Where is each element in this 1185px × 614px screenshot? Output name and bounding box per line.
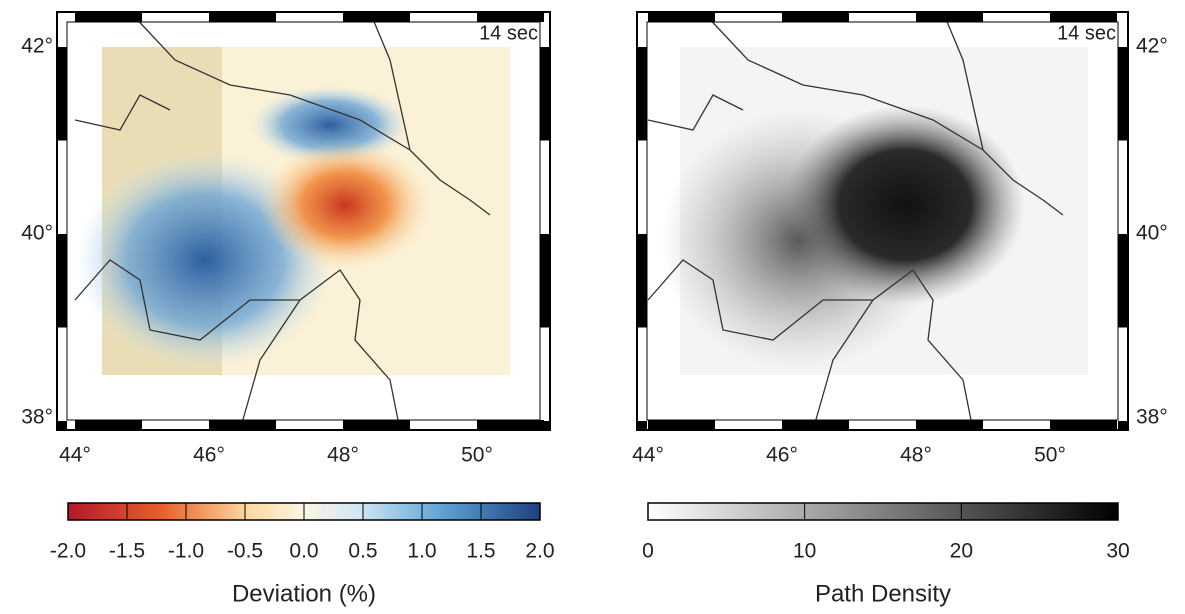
frame-segment <box>782 420 849 430</box>
frame-segment <box>540 234 550 328</box>
frame-segment <box>209 12 276 22</box>
colorbar-tick-label: 20 <box>950 540 973 563</box>
frame-segment <box>637 421 647 430</box>
frame-segment <box>1050 420 1117 430</box>
lon-tick-label: 46° <box>766 444 798 467</box>
frame-segment <box>1118 421 1128 430</box>
frame-segment <box>637 47 647 141</box>
colorbar-tick-label: -1.5 <box>109 540 145 563</box>
lat-tick-label: 40° <box>1136 222 1168 245</box>
lon-tick-label: 50° <box>1034 444 1066 467</box>
lon-tick-label: 44° <box>632 444 664 467</box>
frame-segment <box>209 420 276 430</box>
lat-tick-label: 42° <box>1136 35 1168 58</box>
colorbar-title: Deviation (%) <box>232 580 376 607</box>
path-density-map <box>660 47 1088 375</box>
frame-segment <box>648 12 715 22</box>
colorbar-tick-label: 2.0 <box>525 540 554 563</box>
colorbar-tick-label: 0.5 <box>348 540 377 563</box>
frame-segment <box>343 12 410 22</box>
lat-tick-label: 42° <box>21 35 53 58</box>
frame-segment <box>75 12 142 22</box>
frame-segment <box>916 420 983 430</box>
frame-segment <box>57 234 67 328</box>
lon-tick-label: 48° <box>900 444 932 467</box>
frame-segment <box>637 234 647 328</box>
colorbar-tick-label: 0 <box>642 540 654 563</box>
frame-segment <box>57 421 67 430</box>
colorbar-tick-label: -1.0 <box>168 540 204 563</box>
frame-segment <box>540 421 550 430</box>
lon-tick-label: 48° <box>327 444 359 467</box>
frame-segment <box>1118 234 1128 328</box>
page: {"panels": [ {"period": "14 sec", "lon_l… <box>0 0 1185 614</box>
lat-tick-label: 38° <box>21 406 53 429</box>
figure: 14 sec 44° 46° 48° 50° 42° 40° 38° 14 sec 44° 46° 4… <box>0 0 1185 614</box>
colorbar-tick-label: 10 <box>793 540 816 563</box>
colorbar-tick-label: 0.0 <box>289 540 318 563</box>
colorbar-title: Path Density <box>815 580 951 607</box>
colorbar-tick-label: 30 <box>1106 540 1129 563</box>
frame-segment <box>75 420 142 430</box>
frame-segment <box>57 47 67 141</box>
frame-segment <box>1050 12 1117 22</box>
colorbar-tick-label: -0.5 <box>227 540 263 563</box>
lat-tick-label: 40° <box>21 222 53 245</box>
colorbar-tick-label: 1.0 <box>407 540 436 563</box>
colorbar <box>648 503 1118 520</box>
lon-tick-label: 46° <box>193 444 225 467</box>
frame-segment <box>648 420 715 430</box>
lon-tick-label: 44° <box>59 444 91 467</box>
frame-segment <box>343 420 410 430</box>
frame-segment <box>477 12 544 22</box>
lat-tick-label: 38° <box>1136 406 1168 429</box>
frame-segment <box>540 47 550 141</box>
period-label: 14 sec <box>1057 22 1116 44</box>
frame-segment <box>1118 47 1128 141</box>
lon-tick-label: 50° <box>461 444 493 467</box>
frame-segment <box>782 12 849 22</box>
colorbar-tick-label: 1.5 <box>466 540 495 563</box>
frame-segment <box>477 420 544 430</box>
period-label: 14 sec <box>479 22 538 44</box>
colorbar-tick-label: -2.0 <box>50 540 86 563</box>
frame-segment <box>916 12 983 22</box>
